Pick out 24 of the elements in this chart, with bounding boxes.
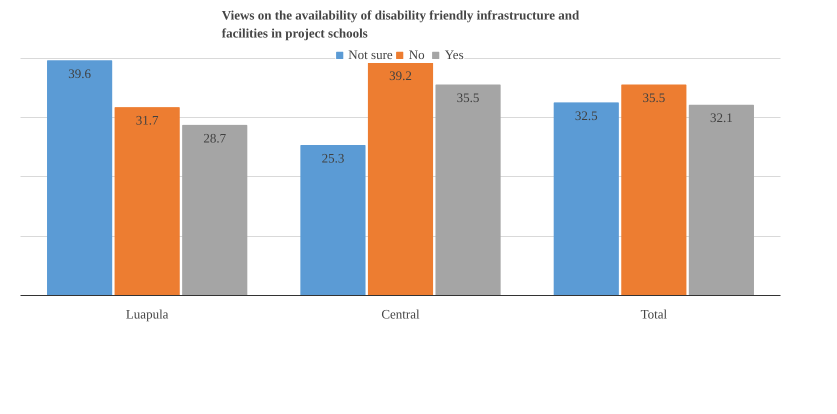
- data-label: 39.2: [389, 68, 412, 84]
- data-label: 39.6: [68, 66, 92, 81]
- data-label: 32.1: [710, 110, 733, 126]
- data-label: 28.7: [203, 130, 227, 146]
- bar: [300, 145, 366, 296]
- legend-label: No: [408, 47, 426, 63]
- bar: [435, 84, 501, 296]
- x-tick-label: Total: [640, 306, 668, 322]
- bar: [47, 60, 112, 296]
- chart-title: Views on the availability of disability friendly infrastructure and facilities in project schools: [222, 8, 580, 40]
- bar: [554, 102, 619, 296]
- bar: [621, 84, 686, 296]
- legend-label: Yes: [444, 47, 465, 63]
- x-tick-label: Central: [381, 306, 420, 322]
- bar: [114, 107, 180, 296]
- data-label: 31.7: [136, 112, 160, 128]
- legend-label: Not sure: [348, 47, 393, 63]
- data-label: 35.5: [642, 90, 666, 106]
- data-label: 32.5: [574, 108, 598, 123]
- bar: [688, 104, 754, 296]
- data-label: 35.5: [456, 90, 480, 106]
- bar: [182, 124, 248, 296]
- data-label: 25.3: [322, 150, 344, 166]
- x-tick-label: Luapula: [126, 306, 169, 322]
